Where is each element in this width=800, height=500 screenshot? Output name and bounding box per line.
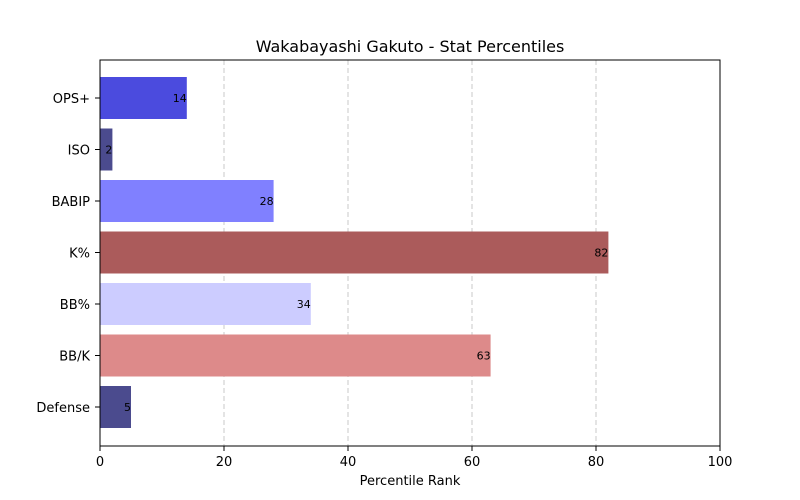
data-label: 34 (297, 298, 311, 311)
y-tick-label: BABIP (52, 195, 91, 210)
bar-ops- (100, 77, 187, 119)
data-label: 63 (477, 350, 491, 363)
y-tick-label: Defense (36, 401, 90, 416)
x-tick-label: 20 (216, 455, 233, 470)
x-tick-label: 100 (708, 455, 733, 470)
data-label: 82 (594, 247, 608, 260)
chart-title: Wakabayashi Gakuto - Stat Percentiles (256, 37, 565, 56)
bar-defense (100, 386, 131, 428)
bar-bb- (100, 283, 311, 325)
x-tick-label: 0 (96, 455, 104, 470)
x-tick-label: 60 (464, 455, 481, 470)
bar-k- (100, 231, 609, 274)
bar-iso (100, 128, 113, 171)
x-axis-label: Percentile Rank (360, 474, 461, 489)
data-label: 2 (105, 144, 112, 157)
x-tick-label: 40 (340, 455, 357, 470)
data-label: 14 (173, 92, 187, 105)
x-tick-label: 80 (588, 455, 605, 470)
y-tick-label: ISO (68, 144, 90, 159)
bars: 14 2 28 82 34 63 5 (100, 77, 609, 428)
data-label: 28 (260, 195, 274, 208)
y-tick-label: BB/K (59, 350, 90, 365)
axis-ticks: 0 20 40 60 80 100 OPS+ ISO BABIP K% BB% BB/K Defense (36, 92, 732, 470)
y-tick-label: OPS+ (53, 92, 90, 107)
bar-babip (100, 180, 274, 222)
bar-bb-k (100, 334, 491, 377)
y-tick-label: BB% (60, 298, 90, 313)
data-label: 5 (124, 401, 131, 414)
y-tick-label: K% (69, 247, 90, 262)
